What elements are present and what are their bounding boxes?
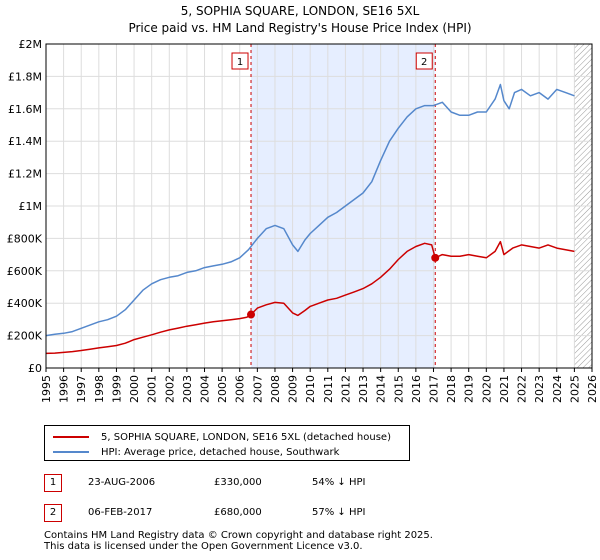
sale-date: 06-FEB-2017 [88, 507, 153, 518]
y-tick-label: £600K [7, 265, 43, 278]
y-tick-label: £1.8M [8, 70, 42, 83]
sale-label-box [231, 52, 249, 70]
sale-number-badge: 1 [44, 474, 62, 492]
x-tick-label: 1995 [40, 375, 53, 403]
x-tick-label: 2016 [410, 375, 423, 403]
x-tick-label: 2000 [128, 375, 141, 403]
x-tick-label: 2007 [251, 375, 264, 403]
x-tick-label: 2009 [287, 375, 300, 403]
x-tick-label: 2013 [357, 375, 370, 403]
x-tick-label: 2004 [199, 375, 212, 403]
x-tick-label: 2014 [375, 375, 388, 403]
sale-label-box [415, 52, 433, 70]
footer-licence: This data is licensed under the Open Gov… [44, 541, 363, 552]
x-tick-label: 1996 [58, 375, 71, 403]
sale-row: 2 06-FEB-2017 £680,000 57% ↓ HPI [44, 504, 464, 524]
sale-hpi-diff: 54% ↓ HPI [312, 477, 366, 488]
footer-copyright: Contains HM Land Registry data © Crown c… [44, 530, 433, 541]
x-tick-label: 2002 [163, 375, 176, 403]
chart-subtitle: Price paid vs. HM Land Registry's House … [128, 21, 471, 35]
x-tick-label: 2006 [234, 375, 247, 403]
sale-point [247, 310, 256, 319]
x-tick-label: 2025 [568, 375, 581, 403]
sale-point [431, 253, 440, 262]
x-tick-label: 2005 [216, 375, 229, 403]
x-tick-label: 2026 [586, 375, 599, 403]
x-tick-label: 1999 [110, 375, 123, 403]
legend-label-hpi: HPI: Average price, detached house, Sout… [101, 446, 340, 458]
y-tick-label: £800K [7, 232, 43, 245]
x-tick-label: 2018 [445, 375, 458, 403]
legend-item-property: 5, SOPHIA SQUARE, LONDON, SE16 5XL (deta… [53, 429, 391, 445]
y-tick-label: £200K [7, 330, 43, 343]
y-tick-label: £1M [19, 200, 43, 213]
legend-swatch-hpi [53, 451, 89, 453]
y-tick-label: £1.6M [8, 103, 42, 116]
sale-number-badge: 2 [44, 504, 62, 522]
sale-price: £330,000 [214, 477, 262, 488]
plot-frame [45, 43, 593, 369]
sale-label: 2 [421, 57, 427, 68]
x-tick-label: 2024 [551, 375, 564, 403]
x-tick-label: 2023 [533, 375, 546, 403]
y-tick-label: £400K [7, 297, 43, 310]
series-line [45, 240, 575, 355]
sale-date: 23-AUG-2006 [88, 477, 156, 488]
legend-item-hpi: HPI: Average price, detached house, Sout… [53, 444, 339, 460]
y-tick-label: £2M [19, 38, 43, 51]
x-tick-label: 2003 [181, 375, 194, 403]
legend-label-property: 5, SOPHIA SQUARE, LONDON, SE16 5XL (deta… [101, 431, 391, 443]
y-tick-label: £0 [28, 362, 42, 375]
chart: 5, SOPHIA SQUARE, LONDON, SE16 5XL Price… [7, 4, 599, 403]
x-tick-label: 2001 [146, 375, 159, 403]
x-tick-label: 2021 [498, 375, 511, 403]
x-tick-label: 2020 [480, 375, 493, 403]
y-tick-label: £1.2M [8, 168, 42, 181]
chart-title: 5, SOPHIA SQUARE, LONDON, SE16 5XL [181, 4, 420, 18]
y-tick-label: £1.4M [8, 135, 42, 148]
x-tick-label: 1997 [75, 375, 88, 403]
x-tick-label: 2011 [322, 375, 335, 403]
x-tick-label: 2010 [304, 375, 317, 403]
sale-row: 1 23-AUG-2006 £330,000 54% ↓ HPI [44, 474, 464, 494]
sale-price: £680,000 [214, 507, 262, 518]
x-tick-label: 2022 [516, 375, 529, 403]
x-tick-label: 2017 [427, 375, 440, 403]
x-tick-label: 2015 [392, 375, 405, 403]
legend-swatch-property [53, 436, 89, 438]
sale-label: 1 [237, 57, 243, 68]
footer: Contains HM Land Registry data © Crown c… [44, 530, 433, 552]
sale-hpi-diff: 57% ↓ HPI [312, 507, 366, 518]
x-tick-label: 2012 [339, 375, 352, 403]
x-tick-label: 1998 [93, 375, 106, 403]
x-tick-label: 2019 [463, 375, 476, 403]
x-tick-label: 2008 [269, 375, 282, 403]
series-line [45, 83, 575, 337]
legend: 5, SOPHIA SQUARE, LONDON, SE16 5XL (deta… [44, 425, 410, 461]
